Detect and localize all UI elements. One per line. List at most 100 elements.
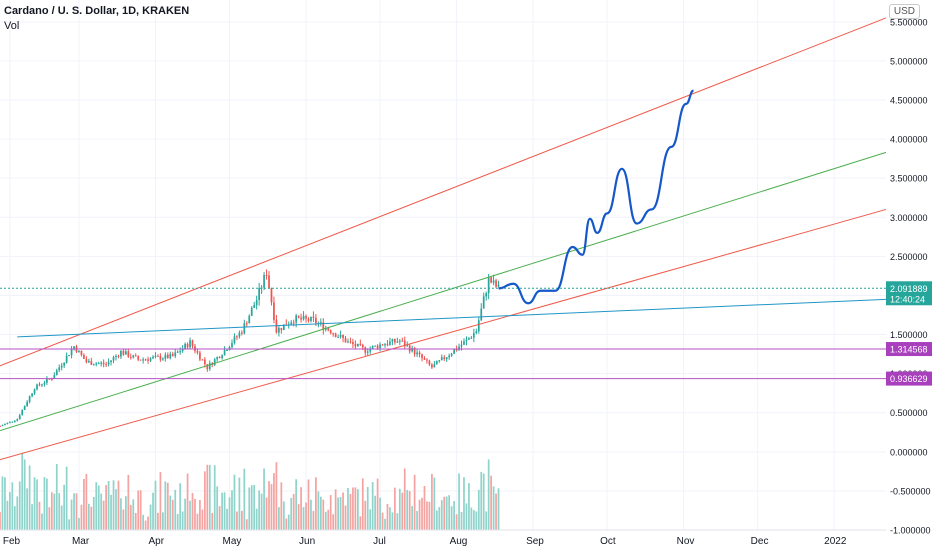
- candle-body: [127, 351, 130, 357]
- candle-body: [223, 350, 226, 356]
- symbol-title[interactable]: Cardano / U. S. Dollar, 1D, KRAKEN: [4, 5, 190, 17]
- candle-body: [87, 361, 90, 363]
- volume-bar: [63, 484, 66, 530]
- candle-body: [435, 361, 438, 365]
- volume-bar: [406, 489, 409, 530]
- candle-body: [152, 356, 154, 359]
- countdown-label: 12:40:24: [890, 294, 925, 304]
- price-axis-label: 3.000000: [890, 213, 928, 223]
- volume-bar: [389, 507, 391, 530]
- time-axis-label: Mar: [72, 536, 90, 547]
- candle-body: [470, 337, 473, 339]
- volume-bar: [211, 512, 214, 530]
- volume-bar: [253, 484, 256, 530]
- volume-bar: [490, 475, 492, 530]
- volume-bar: [23, 459, 26, 530]
- volume-bar: [416, 510, 418, 530]
- volume-bar: [194, 498, 196, 530]
- volume-bar: [127, 474, 130, 530]
- candle-body: [423, 358, 426, 360]
- volume-bar: [282, 501, 285, 530]
- time-axis-label: Feb: [3, 536, 21, 547]
- candle-body: [18, 415, 21, 420]
- candle-body: [327, 327, 330, 331]
- candle-body: [374, 345, 376, 347]
- candle-body: [196, 351, 199, 353]
- volume-bar: [438, 507, 441, 530]
- candle-body: [179, 351, 182, 353]
- volume-bar: [349, 493, 352, 530]
- time-axis-label: Aug: [450, 536, 468, 547]
- candle-body: [144, 359, 147, 361]
- trend-line-mid-line: [0, 151, 887, 432]
- candle-body: [245, 323, 248, 325]
- candle-body: [174, 352, 177, 357]
- volume-bar: [285, 518, 288, 530]
- candle-body: [431, 364, 433, 368]
- volume-bar: [480, 471, 483, 530]
- volume-bar: [431, 473, 433, 530]
- volume-bar: [374, 495, 376, 530]
- volume-bar: [475, 511, 478, 530]
- volume-bar: [90, 506, 93, 530]
- projection-path: [498, 89, 694, 305]
- volume-bar: [423, 485, 426, 530]
- candle-body: [169, 354, 172, 359]
- volume-bar: [169, 495, 172, 530]
- price-axis-label: 1.500000: [890, 330, 928, 340]
- price-axis-label: 5.000000: [890, 56, 928, 66]
- volume-bar: [352, 487, 354, 530]
- candle-body: [203, 359, 206, 365]
- volume-bar: [221, 492, 223, 530]
- currency-badge[interactable]: USD: [888, 4, 920, 19]
- volume-bars: [0, 452, 500, 530]
- volume-bar: [117, 480, 120, 530]
- volume-bar: [477, 489, 480, 530]
- time-axis-label: May: [223, 536, 242, 547]
- volume-bar: [157, 512, 159, 530]
- volume-bar: [356, 489, 359, 530]
- candle-body: [201, 359, 204, 361]
- time-axis-label: Oct: [600, 536, 616, 547]
- volume-bar: [327, 509, 330, 530]
- volume-bar: [468, 483, 470, 530]
- volume-bar: [295, 479, 298, 530]
- candle-body: [107, 361, 110, 365]
- volume-bar: [344, 505, 347, 530]
- candle-body: [458, 346, 460, 350]
- volume-bar: [240, 510, 243, 530]
- candle-body: [132, 355, 135, 358]
- volume-bar: [65, 466, 68, 530]
- volume-bar: [201, 509, 204, 530]
- candle-body: [11, 421, 14, 423]
- candle-body: [396, 341, 399, 343]
- candle-body: [4, 423, 6, 426]
- volume-indicator-label[interactable]: Vol: [4, 20, 20, 32]
- candle-body: [282, 324, 285, 331]
- volume-bar: [115, 489, 117, 530]
- volume-bar: [176, 514, 179, 530]
- volume-bar: [270, 484, 273, 530]
- volume-bar: [13, 506, 16, 530]
- volume-bar: [110, 494, 112, 530]
- price-axis-label: 2.500000: [890, 252, 928, 262]
- candle-body: [297, 315, 300, 318]
- volume-bar: [268, 481, 270, 530]
- volume-bar: [403, 468, 406, 530]
- volume-bar: [213, 465, 216, 530]
- candle-body: [307, 318, 310, 321]
- candle-body: [268, 275, 270, 289]
- volume-bar: [394, 487, 396, 530]
- candle-body: [433, 364, 436, 368]
- candle-body: [253, 305, 256, 308]
- candle-body: [122, 350, 125, 355]
- volume-bar: [132, 499, 135, 530]
- volume-bar: [196, 513, 199, 530]
- volume-bar: [255, 508, 258, 530]
- candle-body: [440, 357, 443, 361]
- volume-bar: [495, 493, 497, 530]
- candle-body: [339, 335, 342, 337]
- candle-body: [240, 332, 243, 334]
